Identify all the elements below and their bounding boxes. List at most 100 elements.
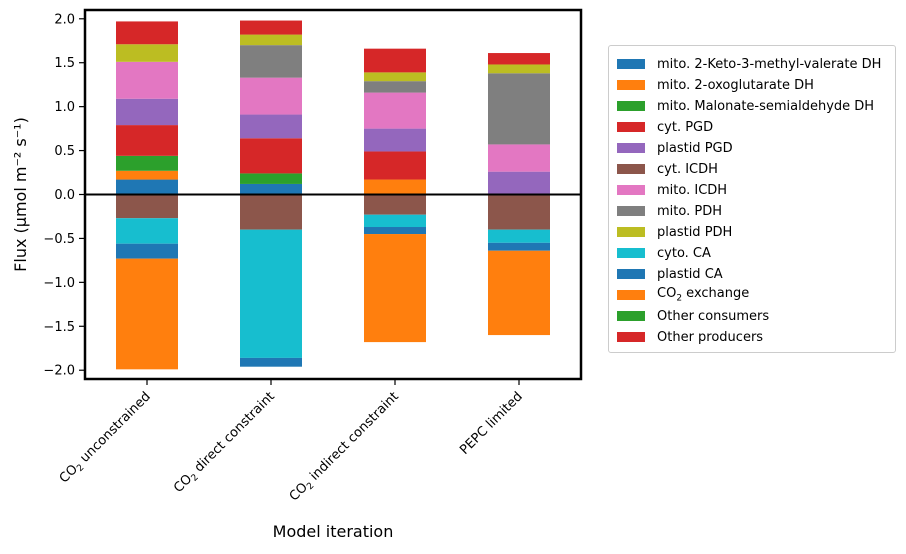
bar-segment-mito-icdh-2 [240, 77, 302, 115]
legend-item-plastid-pgd: plastid PGD [617, 138, 733, 158]
legend-label: cyto. CA [657, 245, 711, 261]
legend-label: plastid PDH [657, 224, 733, 240]
legend-label: plastid CA [657, 266, 723, 282]
legend-swatch [617, 269, 645, 279]
x-tick-label: CO2 unconstrained [57, 389, 155, 487]
legend-label: mito. PDH [657, 203, 722, 219]
legend-item-cyto-ca: cyto. CA [617, 243, 711, 263]
y-tick-label: 1.0 [54, 100, 75, 115]
bar-segment-plastid-pdh-1 [116, 44, 178, 62]
bar-segment-plastid-pdh-4 [488, 64, 550, 74]
legend-swatch [617, 185, 645, 195]
bar-segment-cyt-icdh-3 [364, 194, 426, 215]
y-tick-label: −1.0 [43, 276, 75, 291]
bar-segment-cyto-ca-2 [240, 229, 302, 358]
y-tick-label: −2.0 [43, 364, 75, 379]
legend-label: Other consumers [657, 308, 770, 324]
bar-segment-cyt-pgd-2 [240, 138, 302, 174]
legend: mito. 2-Keto-3-methyl-valerate DH mito. 2… [608, 45, 896, 353]
y-tick-label: −1.5 [43, 320, 75, 335]
bar-segment-co2-exchange-4 [488, 250, 550, 336]
legend-item-cyt-icdh: cyt. ICDH [617, 159, 718, 179]
bar-segment-plastid-pgd-1 [116, 98, 178, 126]
y-tick-label: 2.0 [54, 12, 75, 27]
legend-swatch [617, 164, 645, 174]
bar-segment-mito-icdh-1 [116, 61, 178, 99]
legend-swatch [617, 101, 645, 111]
legend-item-other-producers: Other producers [617, 327, 763, 347]
bar-segment-plastid-pdh-2 [240, 34, 302, 46]
legend-item-mito-pdh: mito. PDH [617, 201, 722, 221]
y-ticks-layer: −2.0 −1.5 −1.0 −0.5 0.0 0.5 1.0 1.5 2.0 [43, 12, 85, 379]
bar-segment-mito-pdh-3 [364, 81, 426, 93]
bar-segment-mito-pdh-2 [240, 45, 302, 78]
legend-label: cyt. ICDH [657, 161, 718, 177]
bar-segment-mito-2-keto-3-methyl-valerate-dh-2 [240, 183, 302, 195]
y-tick-label: 0.5 [54, 144, 75, 159]
x-axis-label: Model iteration [273, 522, 394, 541]
bar-segment-mito-icdh-3 [364, 92, 426, 129]
bar-segment-cyt-icdh-2 [240, 194, 302, 230]
bar-segment-plastid-ca-1 [116, 243, 178, 259]
y-axis-label: Flux (μmol m⁻² s⁻¹) [11, 117, 30, 272]
bar-segment-plastid-ca-4 [488, 242, 550, 251]
legend-item-mito-2-oxoglutarate-dh: mito. 2-oxoglutarate DH [617, 75, 814, 95]
y-axis-label-group: Flux (μmol m⁻² s⁻¹) [11, 117, 30, 272]
legend-item-mito-malonate-semialdehyde-dh: mito. Malonate-semialdehyde DH [617, 96, 874, 116]
bar-segment-other-producers-4 [488, 53, 550, 65]
bar-segment-cyt-pgd-1 [116, 125, 178, 156]
bar-segment-co2-exchange-1 [116, 258, 178, 370]
legend-swatch [617, 248, 645, 258]
legend-label: mito. 2-oxoglutarate DH [657, 77, 814, 93]
legend-item-plastid-ca: plastid CA [617, 264, 723, 284]
x-tick-label: CO2 direct constraint [171, 389, 279, 497]
legend-swatch [617, 122, 645, 132]
bar-segment-plastid-pgd-2 [240, 114, 302, 139]
bar-segment-mito-malonate-semialdehyde-dh-2 [240, 173, 302, 184]
legend-swatch [617, 59, 645, 69]
legend-label: CO2 exchange [657, 286, 750, 304]
x-tick-label: PEPC limited [457, 389, 526, 458]
legend-swatch [617, 311, 645, 321]
bar-segment-mito-icdh-4 [488, 144, 550, 172]
y-tick-label: 0.0 [54, 188, 75, 203]
x-tick-label: CO2 indirect constraint [287, 389, 404, 506]
bar-segment-co2-exchange-3 [364, 234, 426, 343]
bar-segment-cyto-ca-1 [116, 218, 178, 244]
legend-swatch [617, 80, 645, 90]
bars-layer [116, 20, 550, 370]
bar-segment-other-producers-3 [364, 48, 426, 73]
bar-segment-plastid-pgd-3 [364, 128, 426, 152]
legend-label: mito. ICDH [657, 182, 728, 198]
legend-item-mito-2-keto-3-methyl-valerate-dh: mito. 2-Keto-3-methyl-valerate DH [617, 54, 881, 74]
legend-label: plastid PGD [657, 140, 733, 156]
legend-item-mito-icdh: mito. ICDH [617, 180, 727, 200]
bar-segment-cyt-pgd-3 [364, 151, 426, 180]
legend-item-other-consumers: Other consumers [617, 306, 769, 326]
bar-segment-mito-2-oxoglutarate-dh-3 [364, 179, 426, 195]
bar-segment-cyt-icdh-1 [116, 194, 178, 219]
legend-swatch [617, 227, 645, 237]
legend-swatch [617, 290, 645, 300]
legend-label: cyt. PGD [657, 119, 714, 135]
legend-item-plastid-pdh: plastid PDH [617, 222, 732, 242]
bar-segment-plastid-pdh-3 [364, 72, 426, 82]
bar-segment-plastid-pgd-4 [488, 171, 550, 195]
bar-segment-mito-malonate-semialdehyde-dh-1 [116, 155, 178, 171]
legend-swatch [617, 206, 645, 216]
legend-label: mito. 2-Keto-3-methyl-valerate DH [657, 56, 882, 72]
legend-item-cyt-pgd: cyt. PGD [617, 117, 713, 137]
bar-segment-cyto-ca-3 [364, 214, 426, 228]
bar-segment-plastid-ca-2 [240, 357, 302, 367]
bar-segment-plastid-ca-3 [364, 227, 426, 235]
legend-label: mito. Malonate-semialdehyde DH [657, 98, 875, 114]
legend-swatch [617, 143, 645, 153]
bar-segment-other-producers-1 [116, 21, 178, 45]
legend-label: Other producers [657, 329, 764, 345]
bar-segment-cyto-ca-4 [488, 229, 550, 243]
legend-item-co2-exchange: CO2 exchange [617, 285, 749, 305]
bar-segment-mito-pdh-4 [488, 73, 550, 145]
